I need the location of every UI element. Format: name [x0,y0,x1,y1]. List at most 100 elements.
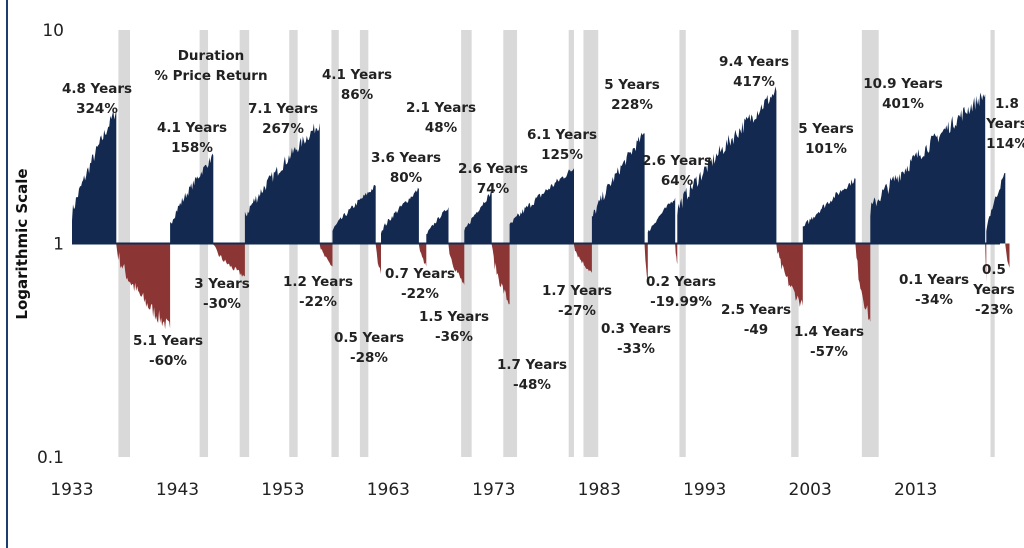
market-annotation-26-return: 114% [986,136,1024,152]
x-tick-label: 1933 [50,480,93,500]
annotations: Duration % Price Return 4.8 Years 324% 5.1 Y… [62,48,1024,393]
x-tick-label: 1993 [683,480,726,500]
market-annotation-21-duration: 2.5 Years [721,302,791,318]
market-annotation-3-return: -30% [203,296,241,312]
market-annotation-15-duration: 1.7 Years [542,283,612,299]
bull-market-area-0 [72,109,117,244]
market-annotation-18-return: 64% [661,173,694,189]
x-tick-label: 1973 [472,480,515,500]
bear-market-area-21 [776,243,803,307]
market-annotation-2-duration: 4.1 Years [157,120,227,136]
market-annotation-21-return: -49 [744,322,768,338]
market-annotation-16-return: 228% [611,97,653,113]
x-tick-label: 1963 [367,480,410,500]
market-annotation-24-duration: 10.9 Years [863,76,943,92]
market-annotation-16-duration: 5 Years [604,77,660,93]
y-tick-label: 1 [53,235,64,255]
bear-market-area-9 [418,243,427,267]
bull-market-area-14 [509,168,574,244]
bull-market-area-18 [647,197,676,244]
market-annotation-5-duration: 1.2 Years [283,274,353,290]
x-tick-label: 2003 [789,480,832,500]
bear-market-area-17 [644,243,648,281]
market-annotation-10-duration: 2.1 Years [406,100,476,116]
market-annotation-3-duration: 3 Years [194,276,250,292]
market-annotation-20-duration: 9.4 Years [719,54,789,70]
x-tick-label: 1943 [156,480,199,500]
x-tick-label: 1953 [261,480,304,500]
bull-market-area-20 [677,86,777,244]
legend-header-line: Duration [178,48,245,64]
bear-market-area-19 [675,243,678,265]
market-areas [72,86,1010,330]
market-annotation-13-return: -48% [513,377,551,393]
market-annotation-0-duration: 4.8 Years [62,81,132,97]
legend-header-line: % Price Return [154,68,267,84]
market-annotation-22-duration: 5 Years [798,121,854,137]
bull-market-area-22 [802,178,856,244]
market-annotation-0-return: 324% [76,101,118,117]
bull-market-area-10 [426,207,449,244]
axes: 0.1 1 10 1933 1943 1953 1963 1973 1983 1993 2003 20… [13,21,1000,500]
market-annotation-8-return: 80% [390,170,423,186]
bear-market-area-25 [985,243,987,282]
market-annotation-26-duration: 1.8 [995,96,1019,112]
bull-market-area-8 [381,187,419,244]
market-annotation-22-return: 101% [805,141,847,157]
y-tick-label: 10 [42,21,64,41]
market-annotation-1-return: -60% [149,353,187,369]
bear-market-area-13 [491,243,510,305]
market-annotation-23-duration: 1.4 Years [794,324,864,340]
market-annotation-25-duration: 0.1 Years [899,272,969,288]
bull-market-area-12 [464,192,492,244]
bull-market-area-16 [591,132,645,244]
market-annotation-17-duration: 0.3 Years [601,321,671,337]
market-annotation-2-return: 158% [171,140,213,156]
market-annotation-5-return: -22% [299,294,337,310]
market-annotation-25-return: -34% [915,292,953,308]
bear-market-area-7 [375,243,381,274]
market-annotation-14-duration: 6.1 Years [527,127,597,143]
y-tick-label: 0.1 [37,448,64,468]
bull-market-area-6 [332,185,376,244]
bear-market-area-27 [1005,243,1010,268]
bear-market-area-23 [855,243,871,322]
market-annotation-12-return: 74% [477,181,510,197]
market-annotation-6-return: 86% [341,87,374,103]
market-annotation-19-duration: 0.2 Years [646,274,716,290]
market-annotation-27-duration: 0.5 [982,262,1006,278]
market-annotation-1-duration: 5.1 Years [133,333,203,349]
market-annotation-6-duration: 4.1 Years [322,67,392,83]
market-annotation-12-duration: 2.6 Years [458,161,528,177]
bull-market-area-24 [870,92,986,244]
x-tick-label: 2013 [894,480,937,500]
bull-market-area-4 [244,122,320,244]
market-annotation-7-return: -28% [350,350,388,366]
market-annotation-15-return: -27% [558,303,596,319]
market-annotation-27-return: -23% [975,302,1013,318]
bear-market-area-11 [448,243,465,285]
bear-market-area-3 [213,243,245,277]
market-annotation-18-duration: 2.6 Years [642,153,712,169]
market-annotation-19-return: -19.99% [650,294,712,310]
x-tick-label: 1983 [578,480,621,500]
bear-market-area-15 [574,243,592,273]
left-border [6,0,8,548]
y-axis-label: Logarithmic Scale [13,168,31,319]
market-annotation-8-duration: 3.6 Years [371,150,441,166]
market-annotation-9-duration: 0.7 Years [385,266,455,282]
market-annotation-11-return: -36% [435,329,473,345]
market-annotation-9-return: -22% [401,286,439,302]
market-annotation-13-duration: 1.7 Years [497,357,567,373]
market-annotation-23-return: -57% [810,344,848,360]
market-annotation-4-return: 267% [262,121,304,137]
market-annotation-4-duration: 7.1 Years [248,101,318,117]
bull-market-area-26 [986,173,1006,244]
market-annotation-14-return: 125% [541,147,583,163]
bull-market-area-2 [170,153,214,244]
market-annotation-11-duration: 1.5 Years [419,309,489,325]
bear-market-area-5 [319,243,333,267]
market-annotation-10-return: 48% [425,120,458,136]
market-annotation-17-return: -33% [617,341,655,357]
